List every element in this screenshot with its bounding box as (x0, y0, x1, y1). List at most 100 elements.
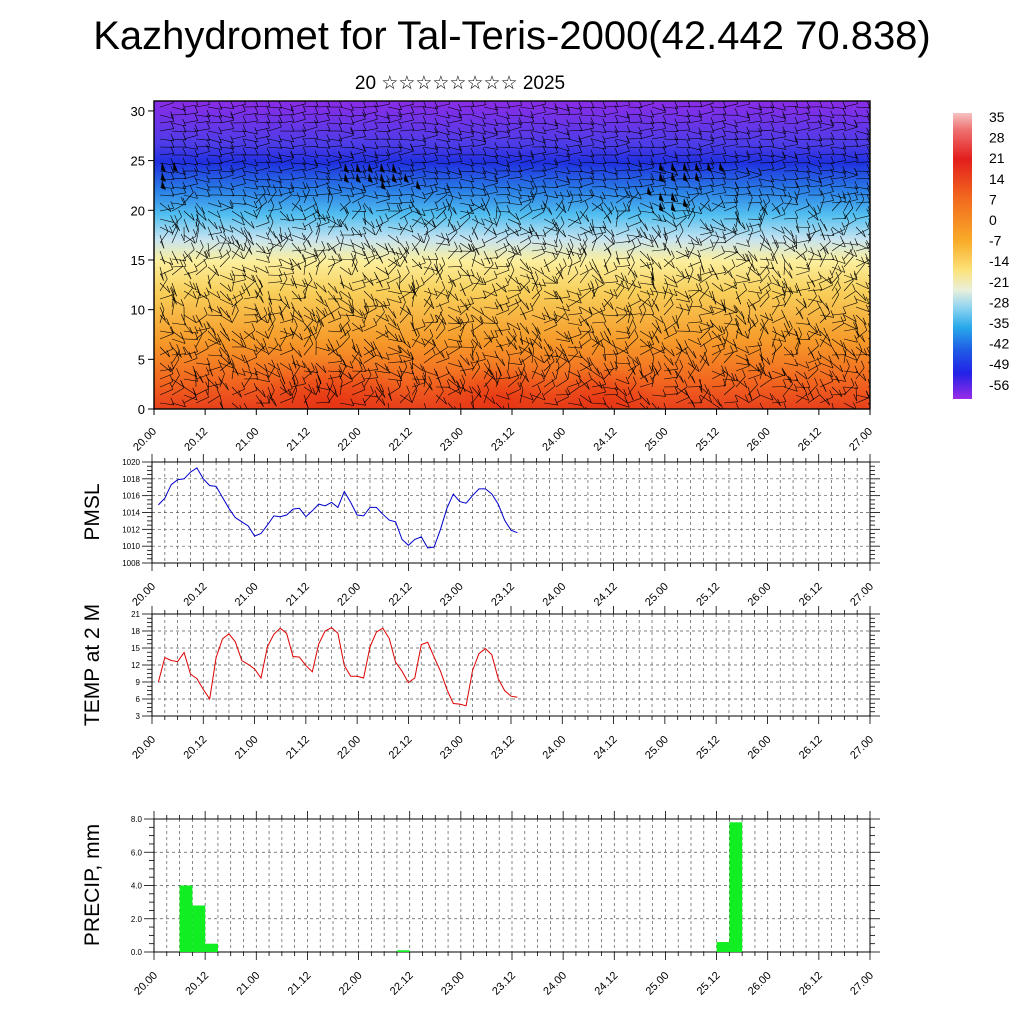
wind-barb (855, 306, 870, 312)
wind-barb (423, 298, 435, 310)
wind-barb (663, 210, 676, 220)
wind-barb (399, 150, 414, 156)
wind-barb (447, 362, 462, 368)
wind-barb-feather (476, 272, 481, 280)
wind-barb-feather (830, 176, 834, 184)
wind-barb (555, 113, 571, 116)
wind-barb (519, 354, 532, 364)
wind-barb-feather (650, 184, 654, 192)
wind-barb-feather (192, 282, 197, 291)
wind-barb (435, 154, 450, 157)
wind-barb-feather (697, 274, 701, 282)
wind-barb (423, 258, 439, 260)
wind-barb-feather (728, 312, 733, 320)
wind-barb-feather (278, 108, 283, 116)
wind-barb-feather (218, 126, 222, 135)
wind-barb-feather (850, 273, 854, 281)
wind-barb-feather (461, 374, 466, 382)
wind-barb (771, 401, 786, 404)
wind-barb-feather (482, 170, 487, 178)
wind-barb-feather (262, 337, 267, 346)
wind-barb (327, 290, 337, 303)
wind-barb-feather (650, 256, 654, 264)
wind-barb (711, 113, 727, 116)
wind-barb-feather (635, 357, 639, 365)
wind-barb (627, 383, 637, 396)
wind-barb-feather (242, 115, 247, 123)
wind-barb-feather (626, 330, 631, 338)
wind-barb (687, 269, 694, 284)
wind-barb-feather (865, 390, 870, 398)
wind-barb-feather (236, 240, 240, 248)
wind-barb (807, 289, 822, 292)
wind-barb-feather (314, 106, 319, 114)
wind-barb (723, 266, 733, 279)
wind-barb (567, 197, 574, 212)
wind-barb-feather (541, 312, 546, 320)
wind-barb-feather (230, 164, 235, 173)
wind-barb-feather (578, 116, 583, 124)
wind-barb (591, 343, 600, 356)
wind-barb (675, 310, 683, 324)
wind-barb (723, 194, 739, 196)
wind-barb (603, 186, 618, 191)
wind-barb-feather (206, 121, 211, 129)
wind-barb-feather (160, 302, 165, 310)
y-tick-label: 25 (131, 154, 145, 169)
wind-barb (783, 154, 798, 159)
wind-pennant (416, 180, 421, 190)
wind-barb (795, 370, 808, 380)
wind-barb (399, 175, 414, 180)
wind-barb (543, 361, 555, 372)
wind-barb (267, 178, 282, 183)
wind-barb (159, 362, 172, 373)
wind-barb (483, 130, 498, 135)
wind-barb (195, 194, 210, 197)
wind-barb-feather (242, 138, 247, 146)
wind-barb (447, 227, 461, 236)
wind-barb (171, 170, 186, 175)
wind-barb-feather (280, 313, 284, 321)
wind-barb-feather (795, 101, 799, 107)
wind-barb (759, 200, 771, 212)
wind-barb-feather (828, 339, 832, 347)
wind-barb-feather (180, 380, 185, 389)
wind-barb (219, 194, 235, 197)
wind-barb-feather (242, 188, 247, 197)
wind-barb-feather (264, 363, 268, 372)
wind-barb-feather (173, 289, 177, 297)
wind-barb (579, 114, 595, 116)
wind-barb (639, 296, 651, 308)
wind-barb (411, 218, 425, 225)
wind-barb (771, 374, 786, 380)
wind-barb (579, 246, 587, 260)
colorbar-label: -35 (989, 315, 1009, 331)
wind-barb (651, 368, 662, 380)
wind-barb-feather (578, 187, 583, 196)
wind-barb (339, 122, 354, 125)
wind-barb (459, 305, 471, 316)
wind-barb-feather (818, 119, 822, 128)
wind-barb (519, 159, 534, 164)
wind-barb-feather (266, 246, 270, 254)
wind-barb (843, 154, 858, 159)
wind-barb (687, 106, 703, 108)
wind-barb (747, 309, 751, 324)
wind-barb (267, 126, 282, 132)
wind-barb (699, 246, 714, 252)
wind-barb (255, 378, 270, 383)
wind-barb (483, 389, 489, 404)
wind-barb-feather (758, 338, 763, 346)
wind-barb (711, 394, 721, 407)
wind-barb (639, 250, 651, 261)
wind-barb (843, 256, 854, 268)
wind-barb-feather (854, 109, 859, 118)
wind-barb-feather (553, 218, 557, 226)
wind-barb-feather (634, 330, 639, 338)
wind-barb (603, 394, 619, 396)
wind-barb-feather (497, 206, 501, 214)
wind-barb (723, 319, 733, 332)
wind-barb (567, 130, 583, 132)
wind-barb (831, 229, 845, 236)
wind-barb (411, 161, 427, 164)
